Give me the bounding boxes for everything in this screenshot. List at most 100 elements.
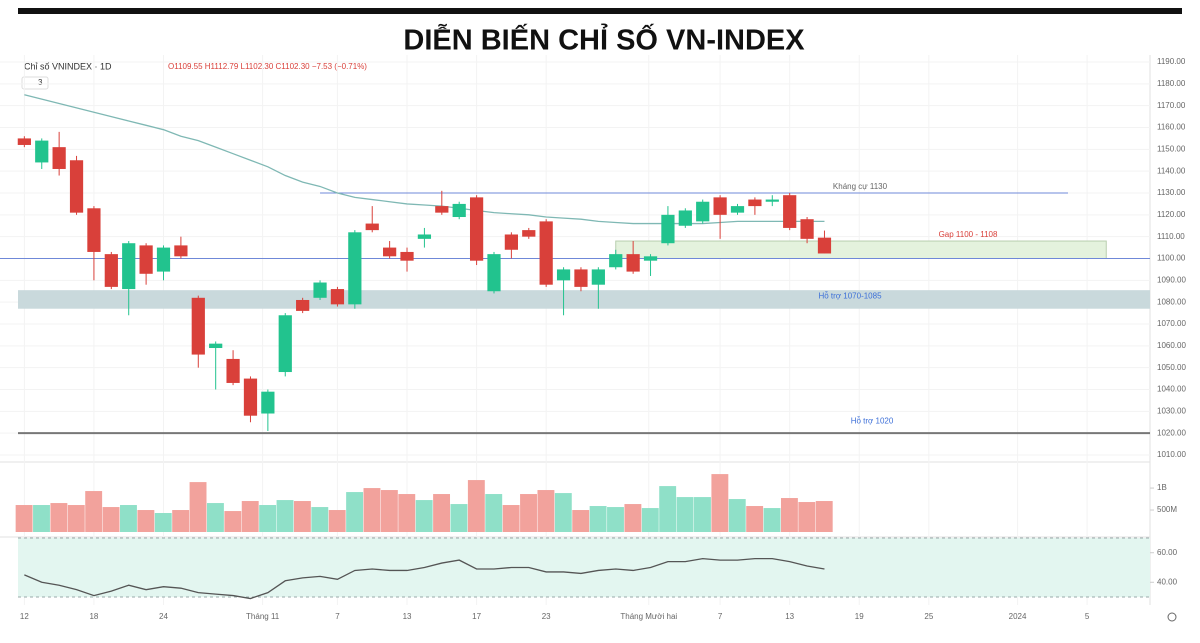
y-tick-label: 1060.00: [1157, 341, 1186, 350]
top-bar: [18, 8, 1182, 14]
candle-body: [174, 245, 188, 257]
volume-bar: [694, 497, 711, 532]
y-tick-label: 1040.00: [1157, 385, 1186, 394]
candle-body: [191, 297, 205, 355]
gap-label: Gap 1100 - 1108: [939, 230, 998, 239]
candle-body: [539, 221, 553, 285]
volume-bar: [537, 490, 555, 532]
x-tick-label: 17: [472, 612, 481, 621]
y-tick-label: 1120.00: [1157, 210, 1186, 219]
symbol-label: Chỉ số VNINDEX · 1D: [24, 61, 112, 71]
volume-bar: [467, 480, 485, 532]
y-tick-label: 1020.00: [1157, 428, 1186, 437]
x-tick-label: 13: [403, 612, 412, 621]
volume-bar: [728, 499, 746, 532]
volume-bar: [746, 506, 764, 532]
volume-bar: [607, 507, 624, 532]
candle-body: [17, 138, 31, 145]
candle-body: [348, 232, 362, 305]
volume-bar: [415, 500, 433, 532]
candle-body: [765, 199, 779, 202]
volume-bar: [659, 486, 677, 532]
candle-body: [800, 219, 814, 239]
candle-body: [104, 254, 118, 287]
candle-body: [661, 214, 675, 244]
settings-icon[interactable]: [1167, 612, 1177, 622]
candle-body: [591, 269, 605, 285]
candle-body: [365, 223, 379, 231]
candle-body: [261, 391, 275, 414]
support-band: [18, 290, 1150, 309]
candle-body: [748, 199, 762, 207]
x-tick-label: 12: [20, 612, 29, 621]
volume-bar: [276, 500, 294, 532]
y-tick-label: 1090.00: [1157, 275, 1186, 284]
volume-bar: [259, 505, 277, 532]
resistance-label: Kháng cự 1130: [833, 182, 888, 191]
y-tick-label: 1180.00: [1157, 79, 1186, 88]
candle-body: [156, 247, 171, 272]
volume-bar: [363, 488, 381, 532]
y-tick-label: 1140.00: [1157, 166, 1186, 175]
candle-body: [35, 140, 49, 163]
candle-body: [69, 160, 84, 213]
volume-bar: [589, 506, 607, 532]
x-tick-label: 23: [542, 612, 551, 621]
y-tick-label: 1130.00: [1157, 188, 1186, 197]
volume-bar: [398, 494, 416, 532]
x-tick-label: 7: [335, 612, 340, 621]
candle-body: [678, 210, 692, 226]
candle-body: [469, 197, 484, 261]
y-tick-label: 1190.00: [1157, 57, 1186, 66]
volume-bar: [502, 505, 520, 532]
volume-bar: [224, 511, 242, 532]
volume-bar: [380, 490, 398, 532]
volume-bar: [85, 491, 103, 532]
volume-bar: [67, 505, 85, 532]
y-tick-label: 1030.00: [1157, 406, 1186, 415]
volume-bar: [311, 507, 329, 532]
candle-body: [696, 201, 710, 222]
volume-bar: [346, 492, 364, 532]
indicator-badge-box[interactable]: [21, 76, 49, 90]
volume-bar: [120, 505, 137, 532]
candle-body: [226, 358, 240, 383]
volume-bar: [433, 494, 451, 532]
candle-body: [626, 254, 640, 272]
volume-bar: [50, 503, 68, 532]
rsi-tick-label: 40.00: [1157, 577, 1178, 586]
candle-body: [522, 230, 536, 237]
volume-bar: [15, 505, 33, 532]
rsi-line: [24, 557, 825, 600]
volume-bar: [137, 510, 155, 532]
volume-bar: [293, 501, 311, 532]
volume-bar: [624, 504, 642, 532]
x-tick-label: Tháng Mười hai: [620, 612, 677, 621]
indicator-badge[interactable]: 3: [38, 78, 43, 87]
x-tick-label: 13: [785, 612, 794, 621]
volume-bar: [102, 507, 120, 532]
candle-body: [400, 251, 414, 261]
candle-body: [783, 195, 797, 228]
x-tick-label: 7: [718, 612, 723, 621]
volume-bar: [711, 474, 729, 532]
candle-body: [504, 234, 518, 250]
candle-body: [713, 197, 727, 215]
x-tick-label: Tháng 11: [246, 612, 280, 621]
y-tick-label: 1170.00: [1157, 101, 1186, 110]
candle-body: [730, 206, 745, 213]
x-tick-label: 25: [924, 612, 933, 621]
support-line-label: Hỗ trợ 1020: [851, 416, 894, 425]
x-tick-label: 2024: [1009, 612, 1027, 621]
candle-body: [87, 208, 101, 252]
x-tick-label: 19: [855, 612, 864, 621]
ohlc-legend: O1109.55 H1112.79 L1102.30 C1102.30 −7.5…: [168, 62, 367, 71]
gap-box: [615, 240, 1107, 260]
candle-body: [556, 269, 571, 281]
candle-body: [209, 343, 223, 349]
volume-bar: [763, 508, 781, 532]
volume-bar: [485, 494, 503, 532]
volume-bar: [572, 510, 590, 532]
volume-bar: [780, 498, 798, 532]
candle-body: [487, 254, 501, 292]
